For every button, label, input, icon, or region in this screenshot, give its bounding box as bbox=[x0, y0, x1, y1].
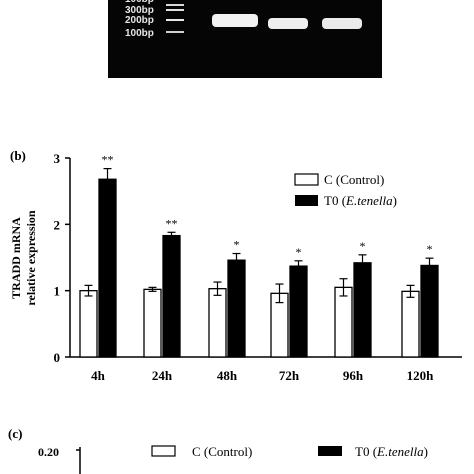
bar-treatment bbox=[162, 234, 181, 358]
legend-swatch-treatment-c bbox=[318, 446, 342, 456]
legend-swatch-control bbox=[294, 173, 319, 186]
bar-treatment bbox=[420, 264, 439, 358]
x-tick-label: 96h bbox=[343, 368, 364, 383]
legend-label-treatment-c-species: E.tenella bbox=[376, 444, 424, 459]
bar-control bbox=[334, 286, 353, 358]
legend-label-treatment-c-prefix: T0 ( bbox=[355, 444, 377, 459]
legend: C (Control) T0 (E.tenella) bbox=[294, 172, 397, 208]
bar-treatment bbox=[353, 262, 372, 358]
sample-band bbox=[268, 18, 308, 29]
significance-marker: * bbox=[234, 238, 240, 252]
bar-control bbox=[79, 290, 98, 358]
bar-treatment bbox=[289, 265, 308, 358]
legend-swatch-control-c bbox=[151, 445, 176, 457]
legend-swatch-treatment bbox=[295, 195, 318, 206]
legend-label-control: C (Control) bbox=[324, 172, 384, 187]
bar-control bbox=[401, 290, 420, 358]
panel-label-b: (b) bbox=[10, 148, 26, 163]
ladder-label: 100bp bbox=[125, 28, 154, 39]
significance-marker: ** bbox=[166, 216, 178, 230]
legend-label-treatment-c-suffix: ) bbox=[424, 444, 428, 459]
y-tick-label: 3 bbox=[54, 151, 61, 166]
panel-label-c: (c) bbox=[8, 426, 22, 441]
y-tick-label: 2 bbox=[54, 217, 61, 232]
significance-marker: ** bbox=[102, 153, 114, 167]
chart-axes bbox=[69, 158, 462, 358]
ladder-label: 200bp bbox=[125, 15, 154, 26]
gel-bands bbox=[166, 4, 362, 33]
y-axis-label-line2: relative expression bbox=[24, 210, 38, 306]
legend-label-treatment: T0 (E.tenella) bbox=[324, 193, 397, 208]
y-tick-label-c: 0.20 bbox=[38, 445, 59, 459]
ladder-label: 100bp bbox=[125, 0, 154, 5]
bar-treatment bbox=[98, 178, 117, 358]
legend-label-treatment-c: T0 (E.tenella) bbox=[355, 444, 428, 459]
ladder-band bbox=[166, 31, 184, 33]
significance-marker: * bbox=[427, 242, 433, 256]
x-tick-label: 72h bbox=[279, 368, 300, 383]
ladder-band bbox=[166, 4, 184, 6]
legend-label-treatment-prefix: T0 ( bbox=[324, 193, 346, 208]
bar-treatment bbox=[227, 259, 246, 358]
legend-label-control-c: C (Control) bbox=[192, 444, 252, 459]
y-axis-label-line1: TRADD mRNA bbox=[9, 217, 23, 299]
sample-band bbox=[212, 14, 258, 27]
significance-marker: * bbox=[296, 245, 302, 259]
x-tick-label: 24h bbox=[152, 368, 173, 383]
ladder-band bbox=[166, 9, 184, 11]
sample-band bbox=[322, 18, 362, 29]
bar-control bbox=[208, 288, 227, 358]
x-tick-label: 120h bbox=[407, 368, 435, 383]
ladder-label: 300bp bbox=[125, 5, 154, 16]
bar-control bbox=[143, 288, 162, 358]
y-tick-label: 0 bbox=[54, 350, 61, 365]
ladder-band bbox=[166, 19, 184, 21]
gel-image: 100bp 300bp 200bp 100bp bbox=[108, 0, 382, 78]
significance-marker: * bbox=[360, 239, 366, 253]
panel-c-header: (c) 0.20 C (Control) T0 (E.tenella) bbox=[8, 426, 428, 474]
legend-label-treatment-suffix: ) bbox=[393, 193, 397, 208]
x-tick-label: 4h bbox=[91, 368, 106, 383]
legend-label-treatment-species: E.tenella bbox=[345, 193, 393, 208]
expression-bar-chart: (b) 0 1 2 3 4h 24h 48h 72h 96h 120h TRADD mRNA r… bbox=[9, 148, 462, 383]
x-tick-label: 48h bbox=[217, 368, 238, 383]
y-tick-label: 1 bbox=[54, 284, 61, 299]
